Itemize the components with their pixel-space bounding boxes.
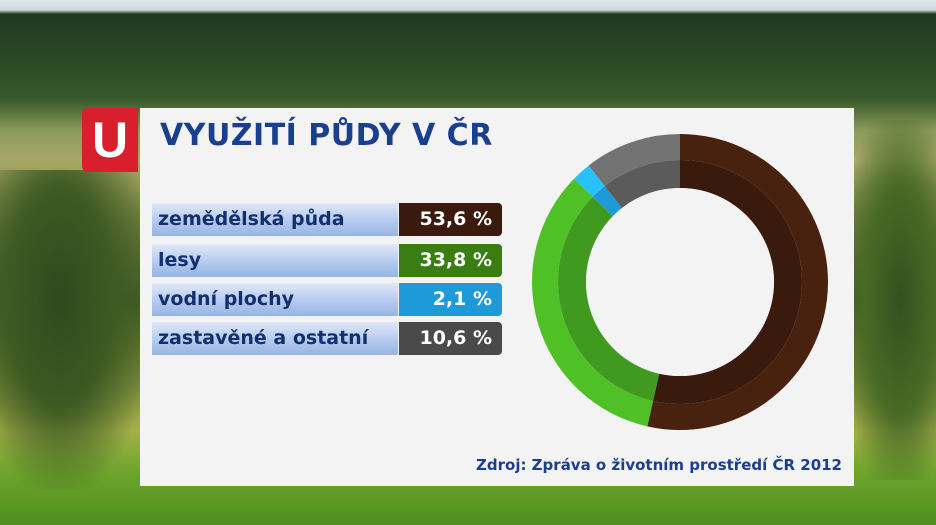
- donut-slice-outer-2: [574, 165, 605, 197]
- donut-slice-inner-3: [604, 160, 680, 209]
- donut-slice-inner-1: [558, 196, 660, 401]
- donut-slice-inner-0: [653, 160, 802, 404]
- legend-label: lesy: [152, 244, 398, 277]
- donut-slice-outer-1: [532, 178, 654, 427]
- legend-value: 33,8 %: [399, 244, 502, 277]
- chart-title: VYUŽITÍ PŮDY V ČR: [160, 118, 493, 153]
- legend-row-water: vodní plochy 2,1 %: [152, 283, 502, 316]
- source-note: Zdroj: Zpráva o životním prostředí ČR 20…: [476, 456, 842, 474]
- legend-value: 53,6 %: [399, 203, 502, 236]
- legend-value: 2,1 %: [399, 283, 502, 316]
- legend-row-built: zastavěné a ostatní 10,6 %: [152, 322, 502, 355]
- donut-slice-outer-3: [588, 134, 680, 187]
- background-trees-left: [0, 170, 150, 490]
- donut-chart: [532, 134, 828, 430]
- donut-hole: [586, 188, 774, 376]
- legend-value: 10,6 %: [399, 322, 502, 355]
- legend-label: vodní plochy: [152, 283, 398, 316]
- legend-row-agriculture: zemědělská půda 53,6 %: [152, 203, 502, 236]
- donut-slice-inner-2: [592, 186, 622, 217]
- legend-label: zastavěné a ostatní: [152, 322, 398, 355]
- donut-slice-outer-0: [647, 134, 828, 430]
- channel-logo: U: [82, 108, 138, 172]
- legend-label: zemědělská půda: [152, 203, 398, 236]
- background-trees-right: [846, 120, 936, 480]
- legend-row-forest: lesy 33,8 %: [152, 244, 502, 277]
